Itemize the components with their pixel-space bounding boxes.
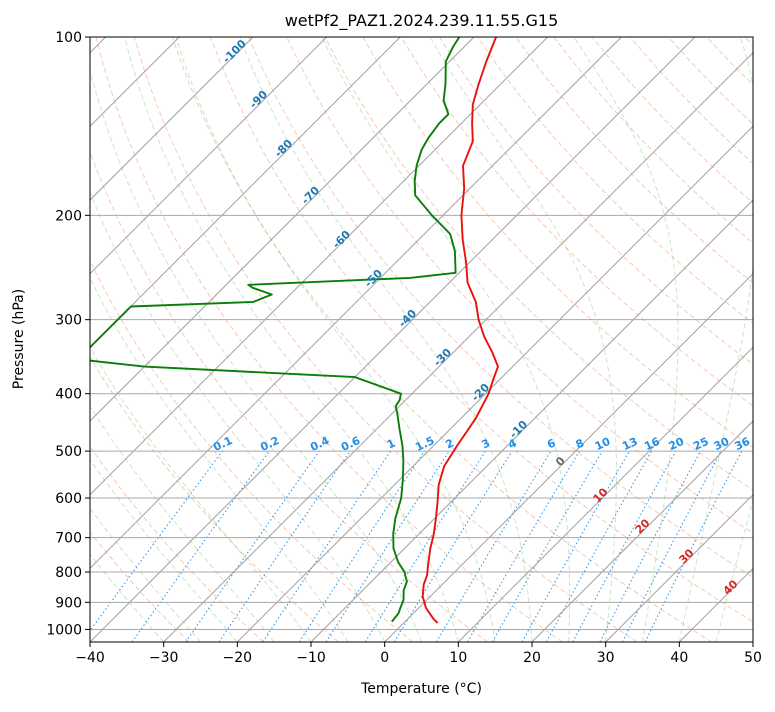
moist-adiabat-line [0,37,201,642]
y-tick-label: 800 [55,565,82,581]
mixing-ratio-label: 1 [385,436,397,451]
dry-adiabat-label: -100 [220,37,249,66]
y-tick-label: 500 [55,444,82,460]
plot-frame [90,37,753,642]
mixing-ratio-line [600,451,701,642]
mixing-ratio-line [82,451,223,642]
isotherm-line [753,37,775,642]
mixing-ratio-line [622,451,721,642]
x-tick-label: −20 [223,650,253,666]
isotherm-line [0,37,327,642]
moist-adiabat-line [716,37,775,642]
mixing-ratio-line [573,451,676,642]
mixing-ratio-label: 30 [712,435,732,453]
mixing-ratio-label: 10 [593,435,613,453]
moist-adiabat-line [83,37,422,642]
dry-adiabat-label: -80 [272,137,295,160]
x-tick-label: −10 [296,650,326,666]
y-tick-label: 900 [55,595,82,611]
moist-adiabat-label: 30 [677,546,697,566]
isotherm-line [0,37,253,642]
x-tick-label: 0 [380,650,389,666]
dry-adiabat-line [745,37,775,642]
moist-adiabat-line [0,37,237,642]
dry-adiabat-line [58,37,488,642]
moist-adiabat-label: 20 [633,516,653,536]
y-axis-label: Pressure (hPa) [11,289,27,389]
moist-adiabat-label: 40 [721,577,741,597]
y-tick-label: 400 [55,387,82,403]
mixing-ratio-label: 20 [667,435,687,453]
mixing-ratio-line [219,451,350,642]
dry-adiabat-label: -20 [469,381,492,404]
x-tick-label: −30 [149,650,179,666]
x-tick-label: −40 [75,650,105,666]
moist-adiabat-line [17,37,348,642]
y-tick-label: 200 [55,208,82,224]
x-tick-label: 30 [597,650,615,666]
y-tick-label: 300 [55,313,82,329]
dry-adiabat-line [516,37,775,642]
y-tick-label: 700 [55,531,82,547]
isotherm-line [385,37,775,642]
x-axis-ticks: −40 −30 −20 −10 0 10 20 30 40 50 [75,642,762,666]
dry-adiabat-line [707,37,775,642]
isotherm-line [16,37,621,642]
x-tick-label: 20 [523,650,541,666]
x-tick-label: 40 [670,650,688,666]
isotherm-line [0,37,400,642]
mixing-ratio-line [299,451,424,642]
chart-title: wetPf2_PAZ1.2024.239.11.55.G15 [285,11,559,31]
mixing-ratio-line [263,451,391,642]
dry-adiabat-label: -90 [247,88,270,111]
dry-adiabat-line [0,37,189,642]
dry-adiabat-label: -30 [431,346,454,369]
x-axis-label: Temperature (°C) [360,681,482,697]
mixing-ratio-label: 16 [642,435,662,453]
moist-adiabat-line [0,37,311,642]
dry-adiabat-label: -60 [330,228,353,251]
y-axis-ticks: 100 200 300 400 500 600 700 800 900 1000 [46,30,90,638]
dry-adiabat-line [0,37,338,642]
dry-adiabat-label: -70 [299,184,322,207]
dry-adiabat-line [20,37,413,642]
mixing-ratio-label: 36 [733,435,753,453]
moist-adiabat-line [125,37,459,642]
profile-lines [78,37,498,623]
y-tick-label: 600 [55,491,82,507]
dry-adiabat-line [172,37,711,642]
isotherm-line [311,37,775,642]
grid-lines [0,37,775,642]
mixing-ratio-label: 25 [691,435,710,453]
x-tick-label: 50 [744,650,762,666]
moist-adiabat-line [176,37,495,642]
x-tick-label: 10 [449,650,467,666]
dry-adiabat-line [0,37,264,642]
mixing-ratio-label: 8 [574,436,586,451]
isotherm-line [679,37,775,642]
isotherm-line [90,37,695,642]
isotherm-line [458,37,775,642]
mixing-ratio-line [468,451,580,642]
moist-adiabat-line [574,37,678,642]
mixing-ratio-label: 3 [480,436,492,451]
moist-adiabat-line [322,37,570,642]
isotherm-line [0,37,474,642]
background-lines [0,37,775,642]
moist-adiabat-label: 10 [591,485,611,505]
isotherm-line [237,37,775,642]
moist-adiabat-line [0,37,274,642]
y-tick-label: 100 [55,30,82,46]
mixing-ratio-line [436,451,551,642]
y-tick-label: 1000 [46,622,82,638]
dry-adiabat-label: -50 [362,267,385,290]
dry-adiabat-label: -40 [396,307,419,330]
